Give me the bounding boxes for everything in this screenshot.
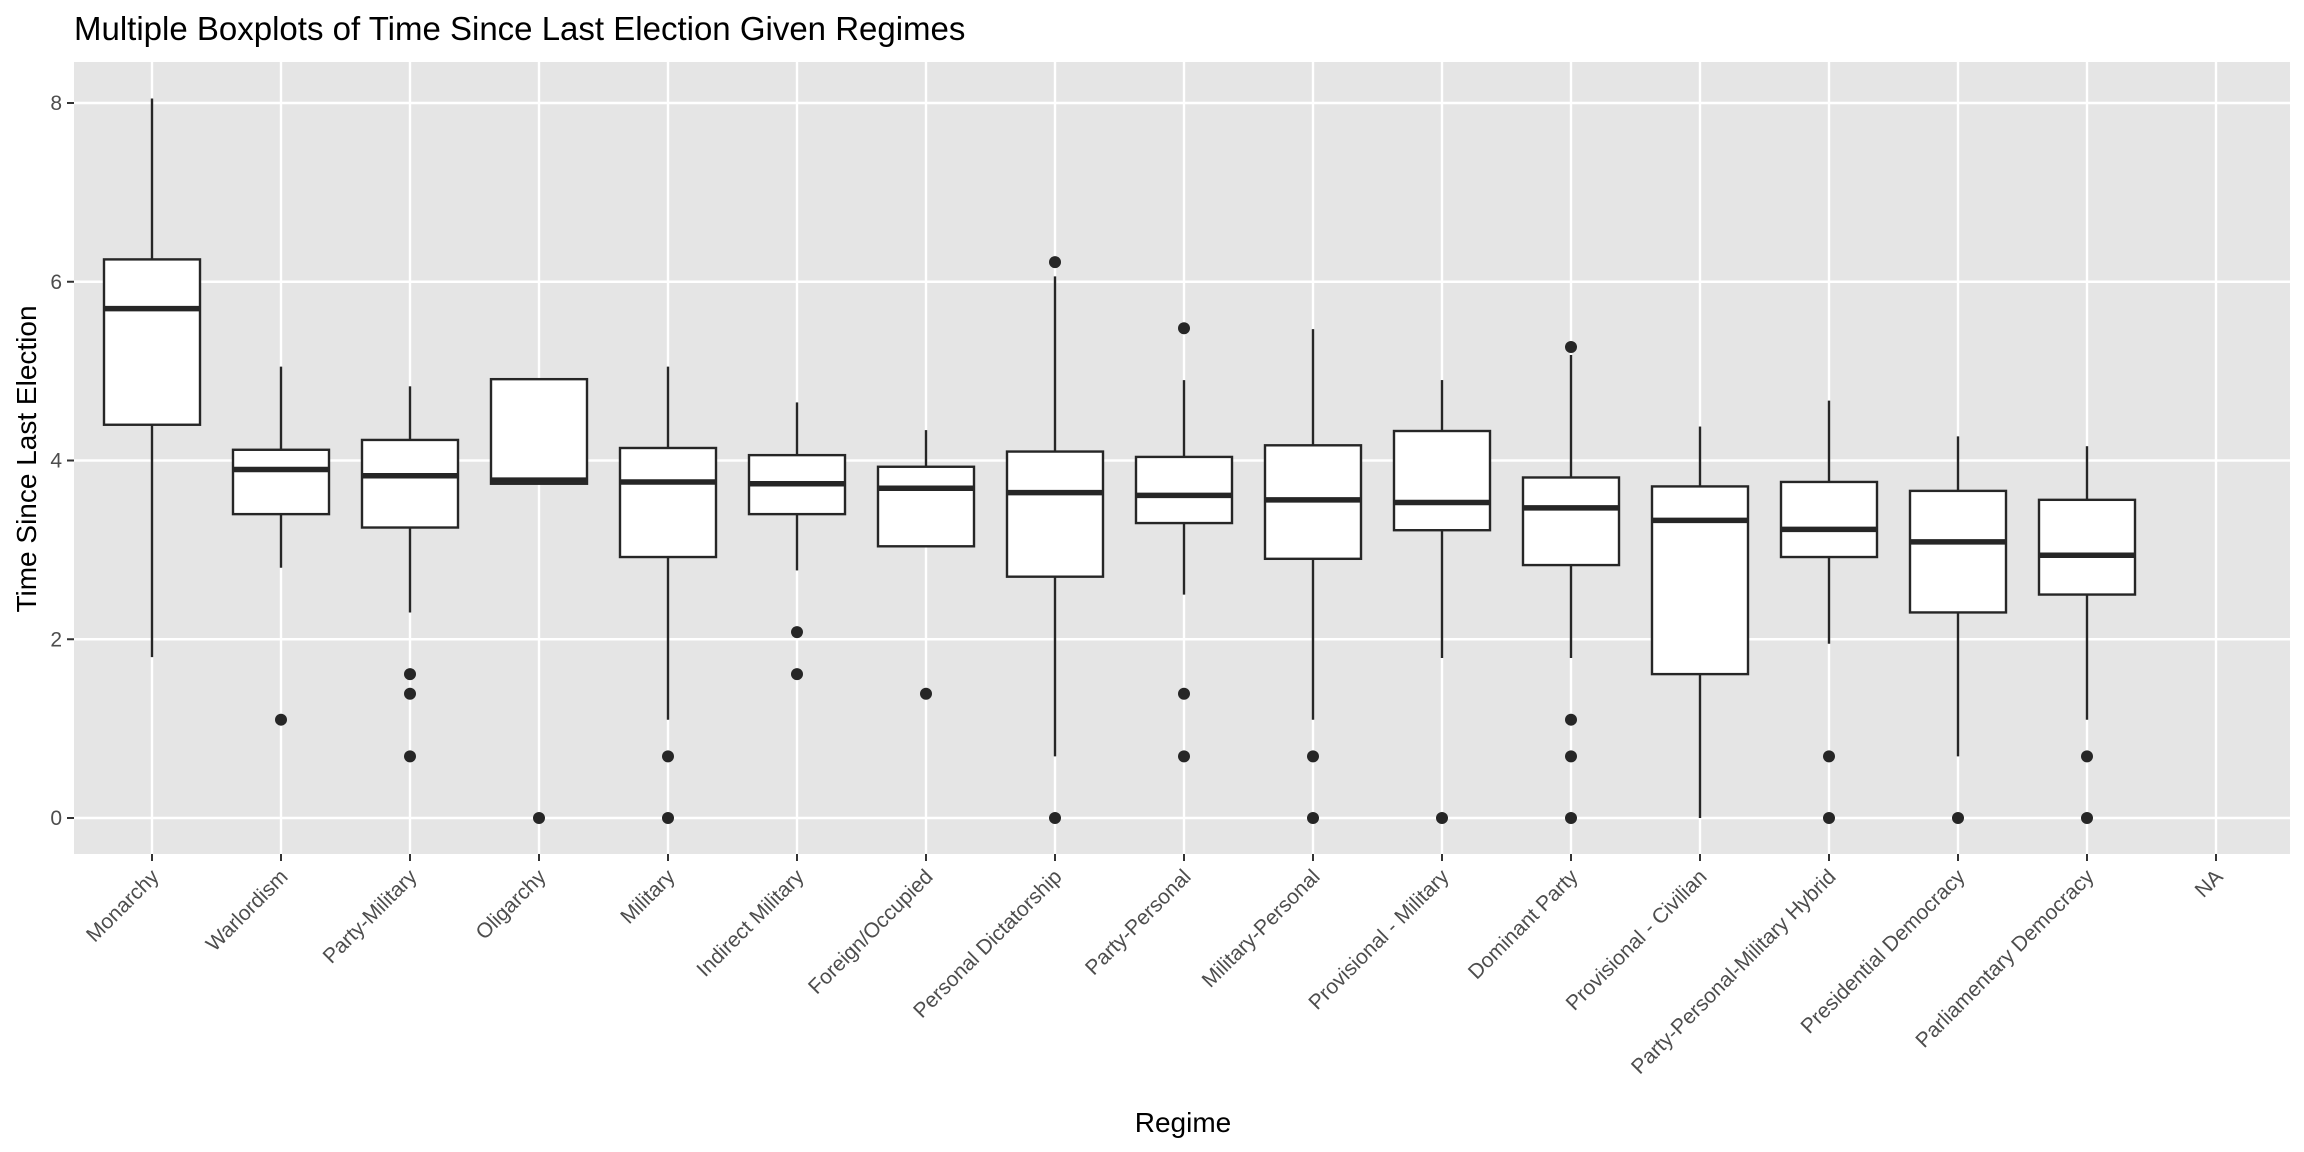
box — [1650, 485, 1750, 676]
outlier-point — [791, 668, 803, 681]
box — [1779, 480, 1879, 559]
box — [360, 438, 460, 529]
plot-area: 0 2 4 6 8 Monarchy Warlordism Party-Military Oli… — [50, 62, 2290, 1079]
outlier-point — [1823, 750, 1835, 763]
outlier-point — [1049, 256, 1061, 269]
x-tick-label: Warlordism — [202, 865, 293, 956]
outlier-point — [2081, 812, 2093, 824]
x-tick-label: Provisional - Military — [1304, 865, 1453, 1014]
box — [231, 448, 331, 516]
outlier-point — [1049, 812, 1061, 824]
y-tick-label: 6 — [50, 271, 62, 294]
outlier-point — [1565, 340, 1577, 353]
outlier-point — [662, 750, 674, 763]
x-tick-label: Foreign/Occupied — [804, 865, 937, 998]
outlier-point — [1178, 687, 1190, 700]
x-tick-label: NA — [2191, 865, 2228, 902]
outlier-point — [275, 713, 287, 726]
chart-title: Multiple Boxplots of Time Since Last Ele… — [74, 10, 965, 47]
outlier-point — [920, 687, 932, 700]
outlier-point — [404, 668, 416, 681]
x-tick-label: Indirect Military — [692, 865, 808, 981]
x-tick-label: Monarchy — [82, 865, 164, 947]
x-tick-label: Party-Personal-Military Hybrid — [1627, 865, 1840, 1078]
outlier-point — [1178, 322, 1190, 335]
outlier-point — [662, 812, 674, 824]
y-tick-label: 8 — [50, 92, 62, 115]
outlier-point — [1565, 750, 1577, 763]
box — [1005, 450, 1105, 578]
box — [876, 465, 976, 548]
y-tick-label: 2 — [50, 628, 62, 651]
x-tick-label: Military-Personal — [1198, 865, 1325, 992]
x-tick-label: Military — [616, 865, 680, 929]
outlier-point — [533, 812, 545, 824]
x-tick-label: Oligarchy — [472, 865, 551, 944]
x-tick-label: Personal Dictatorship — [909, 865, 1066, 1022]
y-tick-label: 0 — [50, 807, 62, 830]
x-tick-label: Provisional - Civilian — [1562, 865, 1712, 1015]
outlier-point — [1565, 812, 1577, 824]
box — [1521, 476, 1621, 567]
y-axis-title: Time Since Last Election — [11, 305, 42, 612]
x-tick-label: Party-Personal — [1081, 865, 1195, 979]
outlier-point — [404, 750, 416, 763]
outlier-point — [791, 626, 803, 639]
outlier-point — [1952, 812, 1964, 824]
box — [2037, 498, 2137, 596]
box — [102, 258, 202, 426]
outlier-point — [1307, 812, 1319, 824]
box — [1392, 429, 1492, 532]
outlier-point — [2081, 750, 2093, 763]
outlier-point — [1823, 812, 1835, 824]
outlier-point — [1307, 750, 1319, 763]
box — [489, 377, 589, 485]
x-tick-label: Party-Military — [319, 865, 422, 968]
outlier-point — [1436, 812, 1448, 824]
outlier-point — [1565, 713, 1577, 726]
box — [1134, 455, 1234, 525]
y-tick-label: 4 — [50, 450, 62, 473]
box — [1908, 489, 2008, 614]
x-tick-label: Dominant Party — [1464, 865, 1583, 984]
box — [618, 446, 718, 559]
x-axis-title: Regime — [1135, 1107, 1231, 1138]
outlier-point — [404, 687, 416, 700]
outlier-point — [1178, 750, 1190, 763]
